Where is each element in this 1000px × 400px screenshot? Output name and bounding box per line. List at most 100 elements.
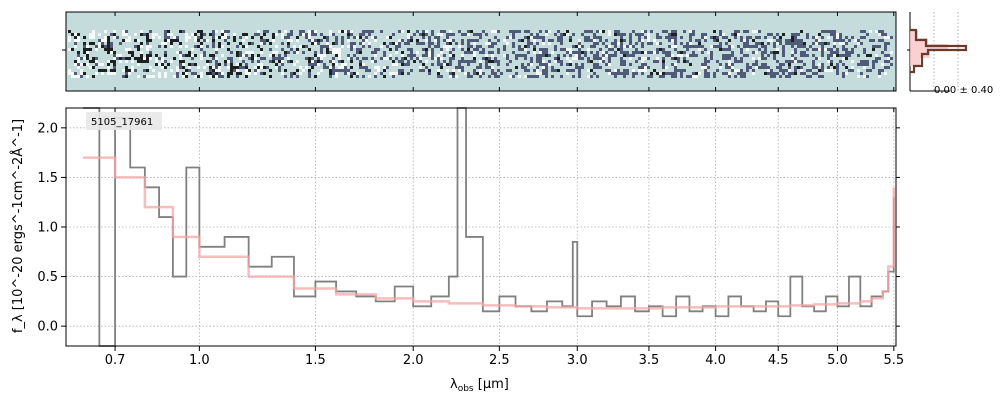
image-pixel (632, 30, 635, 33)
image-pixel (260, 66, 263, 69)
image-pixel (536, 75, 539, 78)
image-pixel (545, 54, 548, 57)
image-pixel (434, 39, 437, 42)
image-pixel (164, 60, 167, 63)
image-pixel (323, 36, 326, 39)
x-tick-label: 2.0 (403, 353, 424, 368)
image-pixel (848, 39, 851, 42)
image-pixel (146, 54, 149, 57)
image-pixel (410, 57, 413, 60)
image-pixel (230, 63, 233, 66)
image-pixel (359, 48, 362, 51)
image-pixel (479, 45, 482, 48)
image-pixel (68, 39, 71, 42)
image-pixel (272, 57, 275, 60)
image-pixel (653, 60, 656, 63)
image-pixel (704, 63, 707, 66)
image-pixel (311, 33, 314, 36)
image-pixel (410, 51, 413, 54)
image-pixel (290, 72, 293, 75)
image-pixel (599, 57, 602, 60)
image-pixel (674, 66, 677, 69)
image-pixel (221, 36, 224, 39)
image-pixel (674, 42, 677, 45)
image-pixel (470, 51, 473, 54)
image-pixel (674, 36, 677, 39)
image-pixel (368, 30, 371, 33)
image-pixel (179, 45, 182, 48)
image-pixel (620, 48, 623, 51)
image-pixel (536, 57, 539, 60)
image-pixel (302, 69, 305, 72)
image-pixel (707, 72, 710, 75)
image-pixel (137, 75, 140, 78)
image-pixel (770, 33, 773, 36)
image-pixel (782, 51, 785, 54)
image-pixel (827, 60, 830, 63)
image-pixel (548, 54, 551, 57)
image-pixel (827, 42, 830, 45)
image-pixel (725, 48, 728, 51)
image-pixel (608, 69, 611, 72)
image-pixel (725, 36, 728, 39)
image-pixel (878, 57, 881, 60)
image-pixel (527, 63, 530, 66)
image-pixel (140, 54, 143, 57)
image-pixel (602, 42, 605, 45)
image-pixel (713, 75, 716, 78)
image-pixel (275, 51, 278, 54)
image-pixel (482, 51, 485, 54)
image-pixel (308, 57, 311, 60)
image-pixel (521, 63, 524, 66)
image-pixel (794, 66, 797, 69)
image-pixel (632, 75, 635, 78)
image-pixel (245, 36, 248, 39)
image-pixel (770, 51, 773, 54)
image-pixel (329, 51, 332, 54)
image-pixel (347, 57, 350, 60)
image-pixel (833, 39, 836, 42)
image-pixel (551, 51, 554, 54)
image-pixel (164, 42, 167, 45)
image-pixel (287, 57, 290, 60)
image-pixel (170, 39, 173, 42)
image-pixel (641, 57, 644, 60)
image-pixel (236, 63, 239, 66)
image-pixel (596, 66, 599, 69)
image-pixel (287, 45, 290, 48)
image-pixel (296, 69, 299, 72)
image-pixel (68, 36, 71, 39)
image-pixel (836, 54, 839, 57)
image-pixel (158, 36, 161, 39)
image-pixel (716, 69, 719, 72)
image-pixel (431, 63, 434, 66)
image-pixel (872, 39, 875, 42)
image-pixel (503, 54, 506, 57)
image-pixel (791, 33, 794, 36)
image-pixel (137, 60, 140, 63)
image-pixel (86, 51, 89, 54)
image-pixel (458, 60, 461, 63)
image-pixel (452, 33, 455, 36)
image-pixel (149, 57, 152, 60)
image-pixel (92, 57, 95, 60)
image-pixel (524, 54, 527, 57)
image-pixel (335, 42, 338, 45)
image-pixel (584, 51, 587, 54)
image-pixel (392, 33, 395, 36)
image-pixel (335, 51, 338, 54)
image-pixel (233, 36, 236, 39)
image-pixel (671, 36, 674, 39)
image-pixel (134, 39, 137, 42)
image-pixel (533, 69, 536, 72)
image-pixel (227, 57, 230, 60)
image-pixel (740, 60, 743, 63)
image-pixel (143, 75, 146, 78)
image-pixel (626, 45, 629, 48)
image-pixel (146, 36, 149, 39)
image-pixel (476, 39, 479, 42)
image-pixel (575, 57, 578, 60)
image-pixel (377, 48, 380, 51)
image-pixel (374, 36, 377, 39)
image-pixel (182, 30, 185, 33)
